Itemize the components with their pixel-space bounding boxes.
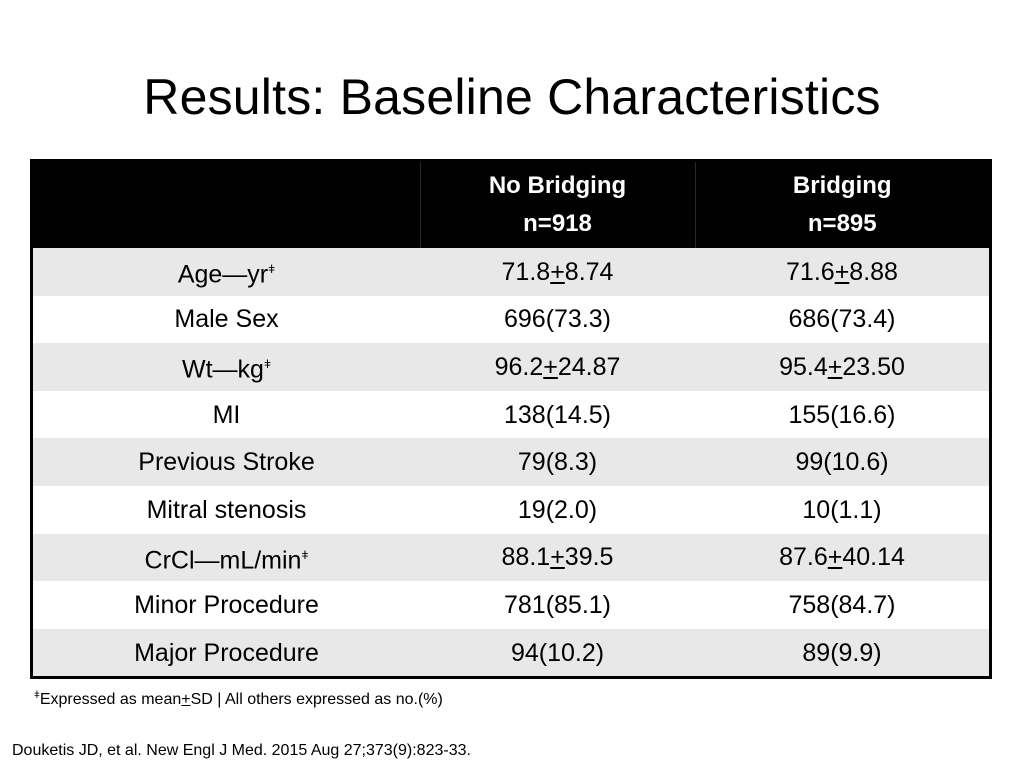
no-bridging-value: 696(73.3)	[503, 305, 612, 334]
no-bridging-value: 19(2.0)	[517, 495, 598, 524]
no-bridging-value: 781(85.1)	[503, 590, 612, 619]
header-bridging-label: Bridging	[792, 172, 892, 199]
plus-minus-sign: +	[827, 352, 843, 381]
value-mean: 95.4	[779, 352, 828, 381]
plus-minus-sign: +	[181, 691, 191, 708]
row-label: Male Sex	[33, 296, 420, 344]
table-row: Male Sex 696(73.3) 686(73.4)	[33, 295, 989, 344]
bridging-value: 99(10.6)	[795, 448, 889, 477]
plus-minus-sign: +	[550, 543, 565, 572]
value-sd: 39.5	[564, 543, 614, 572]
footnote-marker: ǂ	[263, 357, 271, 372]
row-label-text: Male Sex	[174, 305, 279, 334]
row-label-text: Age—yr	[177, 260, 269, 289]
header-no-bridging-label: No Bridging	[488, 172, 627, 199]
value-sd: 24.87	[557, 352, 621, 381]
header-no-bridging: No Bridging n=918	[419, 162, 695, 248]
table-row: Major Procedure 94(10.2) 89(9.9)	[33, 628, 989, 677]
row-label: CrCl—mL/minǂ	[33, 534, 420, 582]
value-sd: 8.88	[849, 257, 898, 286]
value-mean: 71.8	[501, 257, 551, 286]
value-sd: 23.50	[842, 352, 905, 381]
row-label-text: Wt—kg	[182, 355, 264, 384]
no-bridging-value: 94(10.2)	[510, 638, 605, 667]
row-label-text: MI	[212, 400, 241, 429]
value-sd: 8.74	[564, 257, 614, 286]
no-bridging-value: 96.2+24.87	[420, 343, 695, 391]
row-label: Mitral stenosis	[33, 486, 420, 534]
footnote-marker: ǂ	[268, 262, 276, 277]
row-label: Previous Stroke	[33, 438, 420, 486]
plus-minus-sign: +	[834, 257, 850, 286]
row-label-text: Minor Procedure	[134, 590, 319, 619]
value-mean: 88.1	[501, 543, 551, 572]
header-no-bridging-n: n=918	[523, 210, 592, 237]
citation: Douketis JD, et al. New Engl J Med. 2015…	[12, 742, 471, 759]
row-label: Wt—kgǂ	[33, 343, 420, 391]
bridging-value: 758(84.7)	[788, 590, 896, 619]
bridging-value: 89(9.9)	[802, 638, 882, 667]
plus-minus-sign: +	[543, 352, 558, 381]
header-bridging-n: n=895	[807, 210, 877, 237]
value-mean: 87.6	[779, 543, 828, 572]
row-label-text: Major Procedure	[134, 638, 319, 667]
footnote-marker: ǂ	[301, 547, 309, 562]
footnote-marker: ǂ	[34, 690, 40, 701]
no-bridging-value: 79(8.3)	[517, 448, 598, 477]
plus-minus-sign: +	[550, 257, 565, 286]
bridging-value: 155(16.6)	[788, 400, 896, 429]
table-header-row: No Bridging n=918 Bridging n=895	[33, 162, 989, 248]
bridging-value: 87.6+40.14	[695, 534, 989, 582]
row-label: Minor Procedure	[33, 581, 420, 629]
row-label-text: Mitral stenosis	[146, 495, 307, 524]
plus-minus-sign: +	[827, 543, 843, 572]
table-row: CrCl—mL/minǂ 88.1+39.5 87.6+40.14	[33, 533, 989, 582]
row-label: Major Procedure	[33, 629, 420, 677]
footnote-text-b: SD | All others expressed as no.(%)	[190, 691, 443, 708]
table-row: Age—yrǂ 71.8+8.74 71.6+8.88	[33, 248, 989, 296]
table-row: Previous Stroke 79(8.3) 99(10.6)	[33, 438, 989, 486]
bridging-value: 71.6+8.88	[695, 248, 989, 296]
footnote-text-a: Expressed as mean	[39, 691, 182, 708]
bridging-value: 686(73.4)	[788, 305, 896, 334]
no-bridging-value: 138(14.5)	[503, 400, 612, 429]
no-bridging-value: 88.1+39.5	[420, 534, 695, 582]
value-sd: 40.14	[842, 543, 905, 572]
bridging-value: 95.4+23.50	[695, 343, 989, 391]
row-label: MI	[33, 391, 420, 439]
value-mean: 96.2	[494, 352, 544, 381]
bridging-value: 10(1.1)	[802, 495, 882, 524]
no-bridging-value: 71.8+8.74	[420, 248, 695, 296]
slide-title: Results: Baseline Characteristics	[143, 69, 881, 125]
table-row: Mitral stenosis 19(2.0) 10(1.1)	[33, 485, 989, 534]
table-footnote: ǂExpressed as mean+SD | All others expre…	[34, 686, 443, 710]
value-mean: 71.6	[786, 257, 835, 286]
row-label: Age—yrǂ	[33, 248, 420, 296]
table-row: Wt—kgǂ 96.2+24.87 95.4+23.50	[33, 343, 989, 391]
table-body: Age—yrǂ 71.8+8.74 71.6+8.88 Male Sex 696…	[33, 248, 989, 677]
header-bridging: Bridging n=895	[694, 162, 989, 248]
baseline-table: No Bridging n=918 Bridging n=895 Age—yrǂ…	[30, 159, 992, 680]
table-row: Minor Procedure 781(85.1) 758(84.7)	[33, 581, 989, 629]
table-row: MI 138(14.5) 155(16.6)	[33, 390, 989, 439]
row-label-text: Previous Stroke	[138, 448, 315, 477]
header-empty-cell	[33, 162, 420, 248]
row-label-text: CrCl—mL/min	[144, 546, 302, 575]
